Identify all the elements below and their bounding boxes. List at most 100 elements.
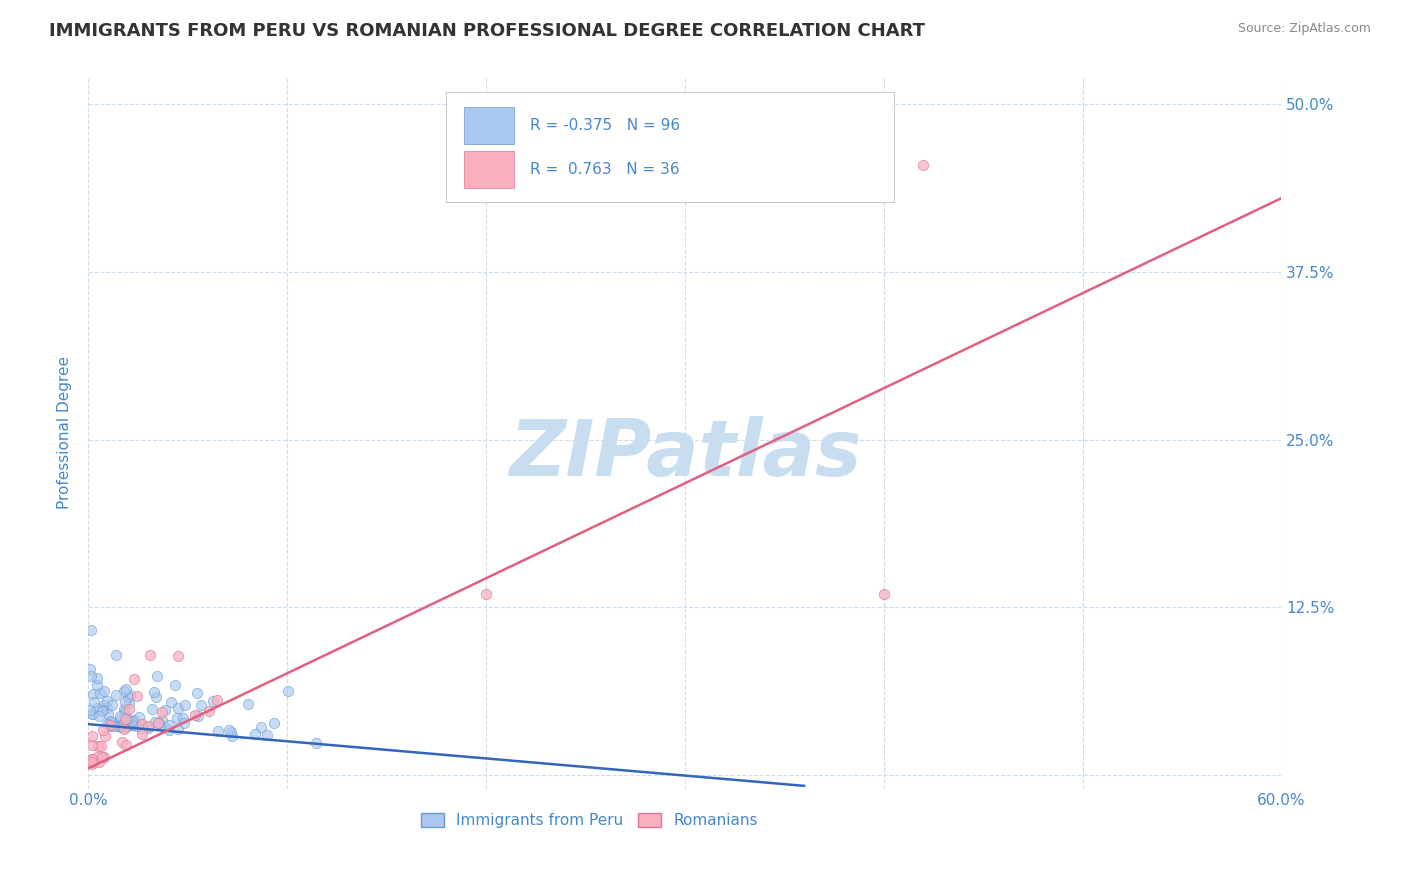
- Point: [153, 720, 176, 734]
- Point: [124, 718, 146, 732]
- Point: [121, 714, 143, 728]
- Point: [114, 705, 136, 719]
- Text: R =  0.763   N = 36: R = 0.763 N = 36: [530, 162, 679, 178]
- Point: [190, 698, 212, 713]
- Text: ZIPatlas: ZIPatlas: [509, 417, 860, 492]
- Point: [148, 715, 170, 730]
- Point: [184, 708, 207, 723]
- Point: [219, 724, 242, 739]
- Point: [89, 686, 111, 700]
- Point: [115, 681, 138, 696]
- Legend: Immigrants from Peru, Romanians: Immigrants from Peru, Romanians: [415, 807, 763, 834]
- Point: [187, 708, 209, 723]
- Point: [86, 749, 108, 764]
- Point: [205, 693, 228, 707]
- Point: [167, 700, 190, 714]
- Point: [186, 686, 208, 700]
- Point: [114, 714, 136, 729]
- Point: [104, 688, 127, 702]
- Point: [100, 714, 122, 729]
- Point: [174, 698, 197, 712]
- Point: [872, 587, 894, 601]
- Point: [114, 712, 136, 726]
- Point: [115, 714, 138, 729]
- Point: [103, 719, 125, 733]
- Point: [256, 728, 278, 742]
- Point: [83, 695, 105, 709]
- FancyBboxPatch shape: [446, 92, 894, 202]
- Point: [143, 714, 166, 729]
- Point: [82, 706, 104, 721]
- Point: [104, 715, 127, 730]
- Text: IMMIGRANTS FROM PERU VS ROMANIAN PROFESSIONAL DEGREE CORRELATION CHART: IMMIGRANTS FROM PERU VS ROMANIAN PROFESS…: [49, 22, 925, 40]
- Point: [112, 722, 135, 736]
- Point: [96, 701, 118, 715]
- Point: [82, 752, 104, 766]
- Point: [111, 735, 134, 749]
- Point: [153, 703, 176, 717]
- Point: [131, 722, 153, 736]
- FancyBboxPatch shape: [464, 107, 515, 144]
- Point: [115, 712, 138, 726]
- Point: [912, 158, 935, 172]
- Point: [87, 755, 110, 769]
- Point: [87, 709, 110, 723]
- Point: [263, 716, 285, 731]
- Point: [305, 736, 328, 750]
- Point: [118, 689, 141, 703]
- Point: [121, 717, 143, 731]
- Point: [121, 718, 143, 732]
- Point: [114, 694, 136, 708]
- Point: [145, 690, 167, 704]
- Point: [166, 649, 188, 664]
- Point: [103, 715, 125, 730]
- Point: [243, 727, 266, 741]
- Point: [96, 694, 118, 708]
- Text: R = -0.375   N = 96: R = -0.375 N = 96: [530, 118, 679, 133]
- Point: [121, 718, 143, 732]
- Point: [166, 711, 188, 725]
- Point: [108, 719, 131, 733]
- Point: [127, 689, 149, 703]
- Point: [173, 716, 195, 731]
- Point: [136, 719, 159, 733]
- Text: Source: ZipAtlas.com: Source: ZipAtlas.com: [1237, 22, 1371, 36]
- Point: [157, 718, 180, 732]
- Point: [131, 717, 153, 731]
- Point: [90, 739, 112, 753]
- Point: [141, 701, 163, 715]
- Point: [98, 714, 121, 728]
- Point: [82, 729, 104, 743]
- Point: [108, 719, 131, 733]
- Point: [105, 719, 128, 733]
- Point: [82, 706, 104, 721]
- Point: [201, 694, 224, 708]
- Point: [93, 698, 115, 712]
- Point: [132, 719, 155, 733]
- Point: [131, 727, 153, 741]
- Point: [86, 671, 108, 685]
- Point: [79, 669, 101, 683]
- Point: [104, 648, 127, 663]
- Point: [117, 718, 139, 732]
- Point: [221, 729, 243, 743]
- Point: [112, 716, 135, 731]
- Point: [115, 738, 138, 752]
- Point: [250, 721, 273, 735]
- Point: [122, 673, 145, 687]
- Point: [82, 738, 104, 752]
- Point: [79, 703, 101, 717]
- Point: [82, 757, 104, 772]
- Y-axis label: Professional Degree: Professional Degree: [58, 357, 72, 509]
- Point: [117, 690, 139, 704]
- Point: [207, 724, 229, 739]
- Point: [110, 711, 132, 725]
- Point: [118, 696, 141, 710]
- Point: [112, 684, 135, 698]
- Point: [114, 720, 136, 734]
- Point: [79, 662, 101, 676]
- FancyBboxPatch shape: [464, 152, 515, 188]
- Point: [218, 723, 240, 738]
- Point: [157, 723, 180, 738]
- Point: [277, 684, 299, 698]
